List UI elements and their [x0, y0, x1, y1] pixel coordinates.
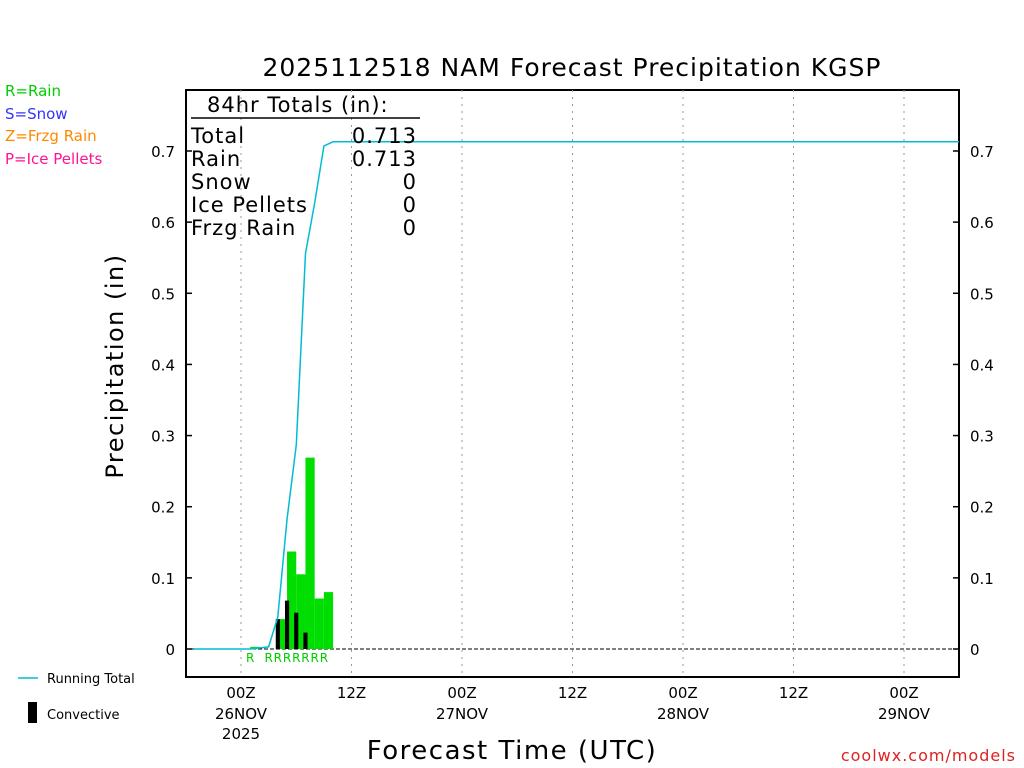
precip-bar-3 — [296, 574, 306, 649]
xtick-year-0: 2025 — [222, 725, 260, 743]
totals-label-snow: Snow — [191, 170, 252, 194]
convective-bar-0 — [275, 619, 280, 649]
precip-bar-6 — [323, 592, 334, 649]
totals-box: 84hr Totals (in): Total 0.713 Rain 0.713… — [190, 93, 420, 240]
precip-bar-5 — [314, 598, 324, 649]
xtick-label-0: 00Z — [226, 684, 255, 702]
precip-bar-4 — [305, 457, 315, 649]
ptype-code-4: R — [292, 651, 300, 665]
totals-label-frzg-rain: Frzg Rain — [191, 216, 296, 240]
totals-label-ice-pellets: Ice Pellets — [191, 193, 308, 217]
ptype-legend: R=Rain S=Snow Z=Frzg Rain P=Ice Pellets — [5, 82, 102, 168]
series-legend: Running Total Convective — [18, 672, 135, 723]
running-total-line — [194, 141, 959, 650]
ytick-label-right-1: 0.1 — [970, 570, 994, 588]
convective-bar-2 — [294, 612, 299, 649]
convective-bar-1 — [284, 600, 290, 649]
totals-value-ice-pellets: 0 — [403, 193, 417, 217]
ptype-code-7: R — [320, 651, 328, 665]
xtick-label-3: 12Z — [558, 684, 587, 702]
convective-bars — [275, 600, 308, 649]
ytick-label-left-7: 0.7 — [151, 143, 175, 161]
ptype-code-5: R — [301, 651, 309, 665]
x-axis-label: Forecast Time (UTC) — [367, 736, 658, 766]
ptype-code-2: R — [274, 651, 282, 665]
ytick-label-left-0: 0 — [165, 641, 175, 659]
legend-snow: S=Snow — [5, 105, 68, 123]
ytick-label-left-4: 0.4 — [151, 356, 175, 374]
xtick-label-2: 00Z — [447, 684, 476, 702]
chart-title: 2025112518 NAM Forecast Precipitation KG… — [263, 53, 882, 82]
precip-bar-1 — [277, 619, 288, 649]
ytick-label-right-2: 0.2 — [970, 499, 994, 517]
ytick-label-right-0: 0 — [970, 641, 980, 659]
legend-frzg-rain: Z=Frzg Rain — [5, 127, 97, 145]
ytick-label-left-2: 0.2 — [151, 499, 175, 517]
ytick-label-left-1: 0.1 — [151, 570, 175, 588]
vertical-gridlines — [240, 90, 905, 677]
legend-rain: R=Rain — [5, 82, 61, 100]
xtick-date-0: 26NOV — [215, 705, 268, 723]
convective-legend-swatch — [28, 702, 37, 723]
y-axis-label: Precipitation (in) — [101, 253, 129, 478]
y-axis-left: 0 0.1 0.2 0.3 0.4 0.5 0.6 0.7 — [151, 143, 192, 659]
totals-label-rain: Rain — [191, 147, 241, 171]
xtick-date-6: 29NOV — [878, 705, 931, 723]
legend-ice-pellets: P=Ice Pellets — [5, 150, 102, 168]
totals-value-frzg-rain: 0 — [403, 216, 417, 240]
ptype-code-1: R — [264, 651, 272, 665]
running-total-legend-label: Running Total — [47, 672, 135, 687]
xtick-label-4: 00Z — [668, 684, 697, 702]
ytick-label-right-6: 0.6 — [970, 214, 994, 232]
xtick-label-1: 12Z — [337, 684, 366, 702]
ytick-label-right-3: 0.3 — [970, 428, 994, 446]
ytick-label-right-7: 0.7 — [970, 143, 994, 161]
precip-bar-2 — [287, 551, 297, 649]
totals-heading: 84hr Totals (in): — [207, 93, 389, 117]
x-axis: 00Z 26NOV 2025 12Z 00Z 27NOV 12Z 00Z 28NOV 12Z 00Z… — [215, 684, 931, 743]
ptype-code-0: R — [246, 651, 254, 665]
ytick-label-left-6: 0.6 — [151, 214, 175, 232]
ptype-code-3: R — [283, 651, 291, 665]
xtick-date-4: 28NOV — [657, 705, 710, 723]
ytick-label-right-4: 0.4 — [970, 356, 994, 374]
convective-bar-3 — [303, 632, 308, 649]
xtick-date-2: 27NOV — [436, 705, 489, 723]
xtick-label-5: 12Z — [779, 684, 808, 702]
xtick-label-6: 00Z — [889, 684, 918, 702]
ytick-label-right-5: 0.5 — [970, 285, 994, 303]
ytick-label-left-3: 0.3 — [151, 428, 175, 446]
totals-value-snow: 0 — [403, 170, 417, 194]
y-axis-right: 0 0.1 0.2 0.3 0.4 0.5 0.6 0.7 — [953, 143, 994, 659]
totals-label-total: Total — [190, 124, 245, 148]
ptype-code-6: R — [310, 651, 318, 665]
ytick-label-left-5: 0.5 — [151, 285, 175, 303]
totals-value-total: 0.713 — [352, 124, 417, 148]
running-total-series — [194, 141, 959, 650]
convective-legend-label: Convective — [47, 708, 120, 723]
totals-value-rain: 0.713 — [352, 147, 417, 171]
credit-link[interactable]: coolwx.com/models — [841, 746, 1016, 765]
